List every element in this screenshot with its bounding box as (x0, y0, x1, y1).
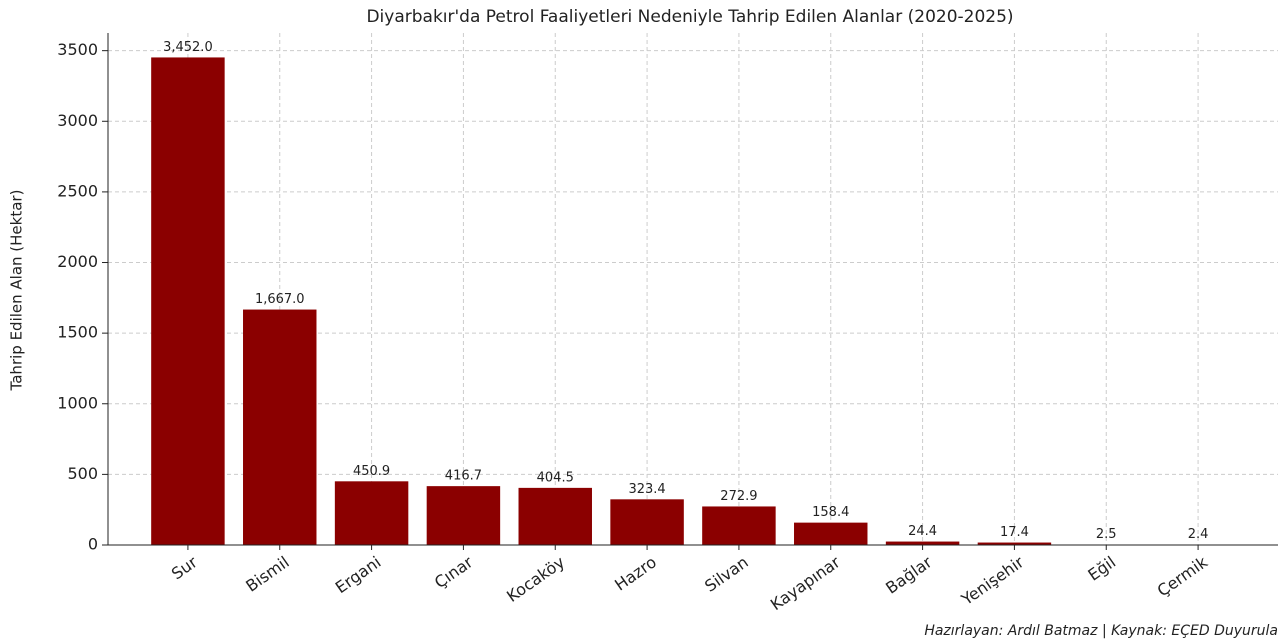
value-label: 17.4 (1000, 525, 1029, 540)
source-note: Hazırlayan: Ardıl Batmaz | Kaynak: EÇED … (924, 623, 1278, 639)
y-tick-label: 2500 (57, 181, 98, 200)
y-tick-label: 3500 (57, 40, 98, 59)
bar (702, 506, 776, 545)
y-tick-label: 2000 (57, 252, 98, 271)
x-tick-label: Eğil (1084, 552, 1119, 584)
value-label: 2.4 (1188, 527, 1209, 542)
y-tick-label: 1000 (57, 393, 98, 412)
x-tick-label: Kayapınar (767, 552, 844, 614)
y-tick-label: 0 (88, 535, 98, 554)
x-tick-label: Çınar (431, 552, 477, 592)
x-tick-label: Yenişehir (957, 552, 1028, 609)
x-tick-label: Silvan (701, 552, 752, 595)
bar (243, 309, 317, 545)
bar (794, 522, 868, 545)
value-label: 1,667.0 (255, 292, 305, 307)
value-label: 416.7 (445, 469, 482, 484)
bar (334, 481, 409, 545)
value-label: 2.5 (1096, 527, 1117, 542)
value-label: 3,452.0 (163, 40, 213, 55)
chart-title: Diyarbakır'da Petrol Faaliyetleri Nedeni… (366, 7, 1013, 27)
y-tick-label: 3000 (57, 111, 98, 130)
y-tick-label: 1500 (57, 323, 98, 342)
value-label: 450.9 (353, 464, 390, 479)
value-label: 404.5 (537, 470, 574, 485)
value-label: 24.4 (908, 524, 937, 539)
x-tick-label: Bağlar (882, 552, 936, 597)
value-label: 272.9 (720, 489, 757, 504)
bar (518, 487, 592, 545)
value-label: 323.4 (628, 482, 665, 497)
x-tick-label: Hazro (611, 552, 660, 594)
y-tick-label: 500 (67, 464, 98, 483)
value-label: 158.4 (812, 505, 849, 520)
bar (426, 486, 501, 545)
bar (610, 499, 684, 545)
x-tick-label: Bismil (242, 552, 292, 595)
bar (151, 57, 225, 546)
bar (885, 541, 960, 545)
y-axis-label: Tahrip Edilen Alan (Hektar) (8, 190, 26, 392)
x-tick-label: Kocaköy (503, 552, 568, 605)
bar (977, 542, 1052, 545)
x-tick-label: Sur (168, 552, 201, 583)
x-tick-label: Ergani (332, 552, 385, 597)
x-tick-label: Çermik (1154, 552, 1212, 600)
